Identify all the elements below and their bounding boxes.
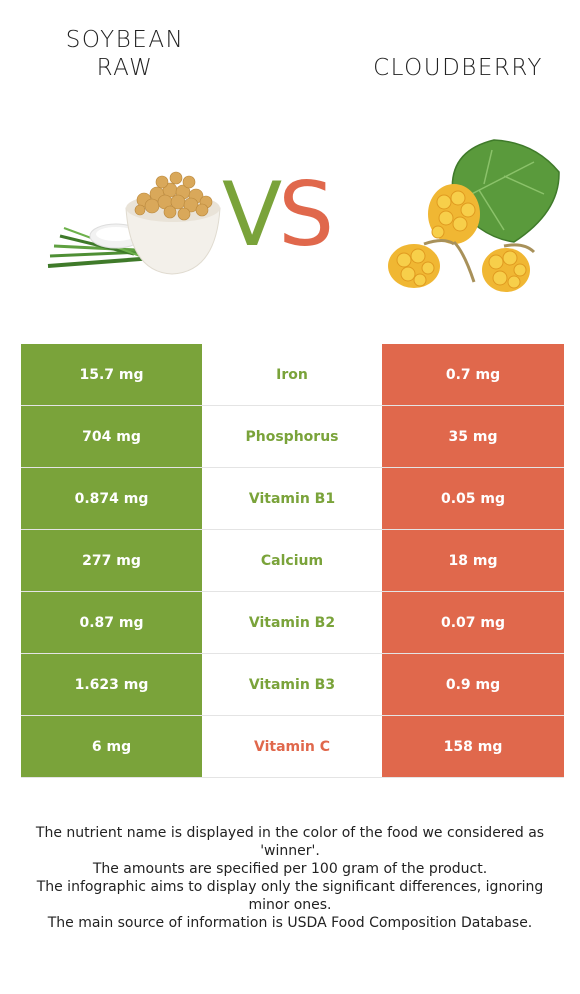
footnotes: The nutrient name is displayed in the co… xyxy=(20,824,560,932)
left-food-title-line1: SOYBEAN xyxy=(65,27,185,53)
left-food-value: 0.87 mg xyxy=(21,591,202,654)
table-row: 6 mg Vitamin C 158 mg xyxy=(21,715,564,778)
left-food-value: 15.7 mg xyxy=(21,344,202,406)
right-food-value: 0.05 mg xyxy=(382,467,564,530)
right-food-value: 0.9 mg xyxy=(382,653,564,716)
table-row: 1.623 mg Vitamin B3 0.9 mg xyxy=(21,653,564,716)
left-food-title: SOYBEAN RAW xyxy=(40,26,210,82)
vs-s: S xyxy=(278,163,334,266)
berry-icon xyxy=(388,184,536,292)
cloudberry-image xyxy=(388,139,560,292)
table-row: 0.87 mg Vitamin B2 0.07 mg xyxy=(21,591,564,654)
left-food-value: 277 mg xyxy=(21,529,202,592)
footnote: The nutrient name is displayed in the co… xyxy=(35,825,545,859)
nutrient-name: Vitamin B2 xyxy=(202,591,382,654)
table-row: 704 mg Phosphorus 35 mg xyxy=(21,405,564,468)
footnote: The infographic aims to display only the… xyxy=(36,879,544,913)
nutrient-name: Vitamin B1 xyxy=(202,467,382,530)
nutrient-name: Calcium xyxy=(202,529,382,592)
table-row: 15.7 mg Iron 0.7 mg xyxy=(21,344,564,406)
right-food-value: 0.7 mg xyxy=(382,344,564,406)
nutrient-name: Phosphorus xyxy=(202,405,382,468)
nutrient-name: Vitamin C xyxy=(202,715,382,778)
table-row: 277 mg Calcium 18 mg xyxy=(21,529,564,592)
right-food-value: 18 mg xyxy=(382,529,564,592)
right-food-value: 0.07 mg xyxy=(382,591,564,654)
left-food-value: 6 mg xyxy=(21,715,202,778)
right-food-title: CLOUDBERRY xyxy=(373,55,543,81)
right-food-value: 35 mg xyxy=(382,405,564,468)
left-food-title-line2: RAW xyxy=(96,55,154,81)
left-food-value: 704 mg xyxy=(21,405,202,468)
vs-label: VS xyxy=(222,160,334,270)
footnote: The main source of information is USDA F… xyxy=(47,915,533,931)
comparison-table: 15.7 mg Iron 0.7 mg 704 mg Phosphorus 35 mg 0.… xyxy=(21,344,564,778)
left-food-value: 1.623 mg xyxy=(21,653,202,716)
right-food-value: 158 mg xyxy=(382,715,564,778)
soybean-bowl-image xyxy=(47,171,221,275)
vs-v: V xyxy=(222,163,282,266)
nutrient-name: Iron xyxy=(202,344,382,406)
footnote: The amounts are specified per 100 gram o… xyxy=(92,861,488,877)
table-row: 0.874 mg Vitamin B1 0.05 mg xyxy=(21,467,564,530)
left-food-value: 0.874 mg xyxy=(21,467,202,530)
nutrient-name: Vitamin B3 xyxy=(202,653,382,716)
